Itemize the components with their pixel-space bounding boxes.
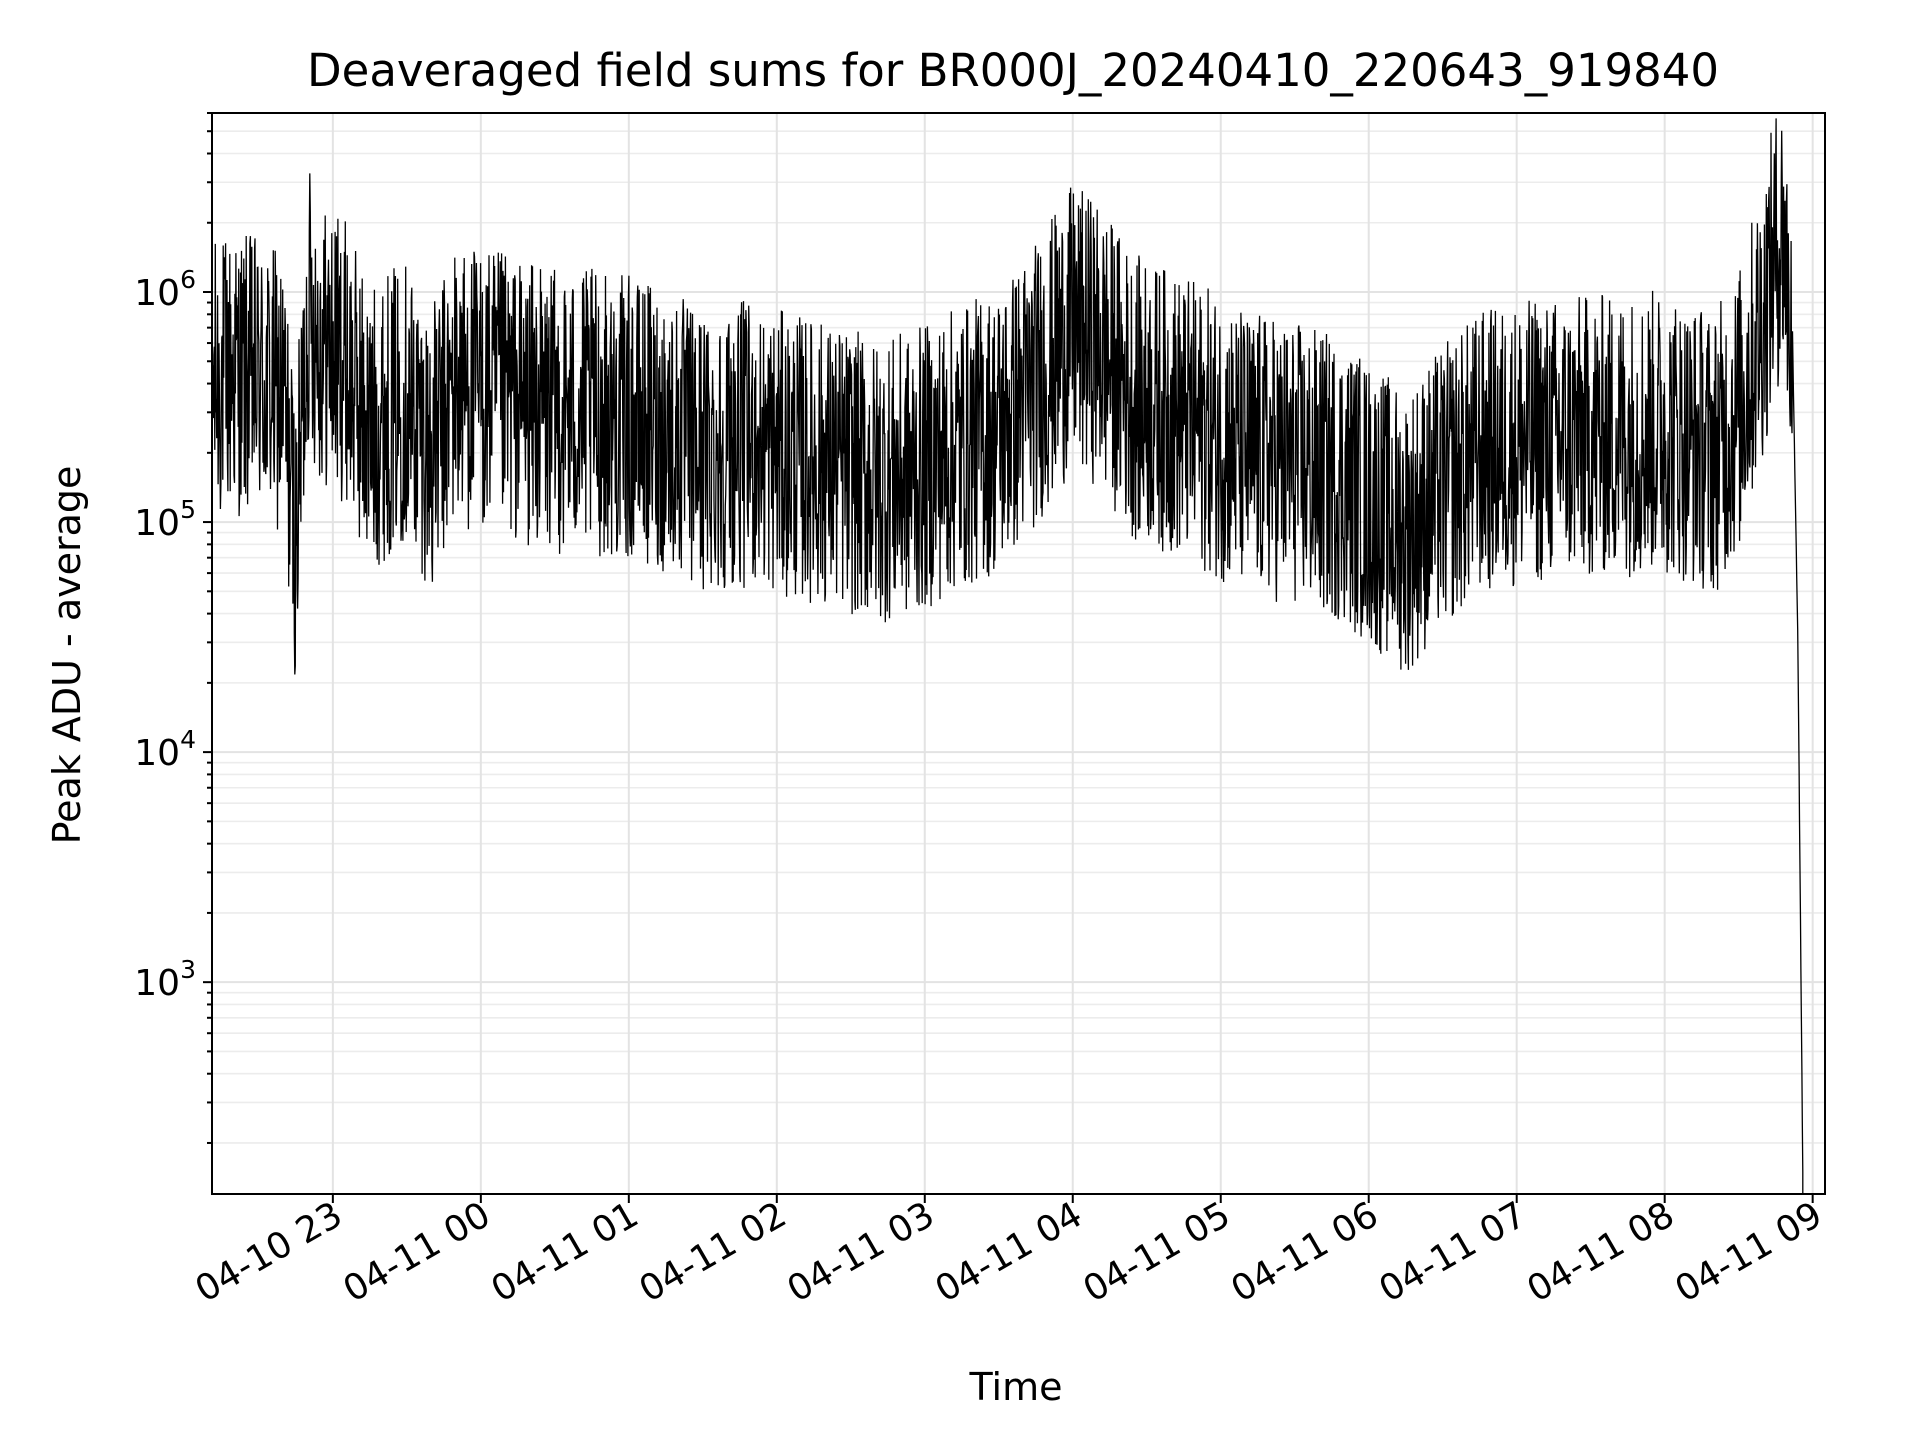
x-tick-label: 04-11 08 [1521,1194,1682,1310]
y-tick-label: 105 [134,495,196,544]
y-axis-label: Peak ADU - average [45,466,89,845]
x-tick-label: 04-11 02 [633,1194,794,1310]
x-tick-label: 04-11 03 [781,1194,942,1310]
x-tick-label: 04-11 04 [929,1194,1090,1310]
x-tick-label: 04-11 01 [485,1194,646,1310]
x-tick-label: 04-10 23 [189,1194,350,1310]
x-tick-label: 04-11 07 [1373,1194,1534,1310]
x-axis-label: Time [969,1365,1063,1409]
grid-lines [212,112,1825,1194]
x-tick-label: 04-11 09 [1668,1194,1829,1310]
y-axis: 103 104 105 106 [134,112,212,1144]
x-tick-label: 04-11 00 [337,1194,498,1310]
series-line [211,118,1804,1194]
x-tick-label: 04-11 06 [1225,1194,1386,1310]
y-tick-label: 104 [134,725,196,774]
y-tick-label: 103 [134,955,196,1004]
plot-frame [211,112,1826,1195]
chart-title: Deaveraged field sums for BR000J_2024041… [307,44,1719,97]
y-tick-label: 106 [134,265,196,314]
x-tick-label: 04-11 05 [1077,1194,1238,1310]
